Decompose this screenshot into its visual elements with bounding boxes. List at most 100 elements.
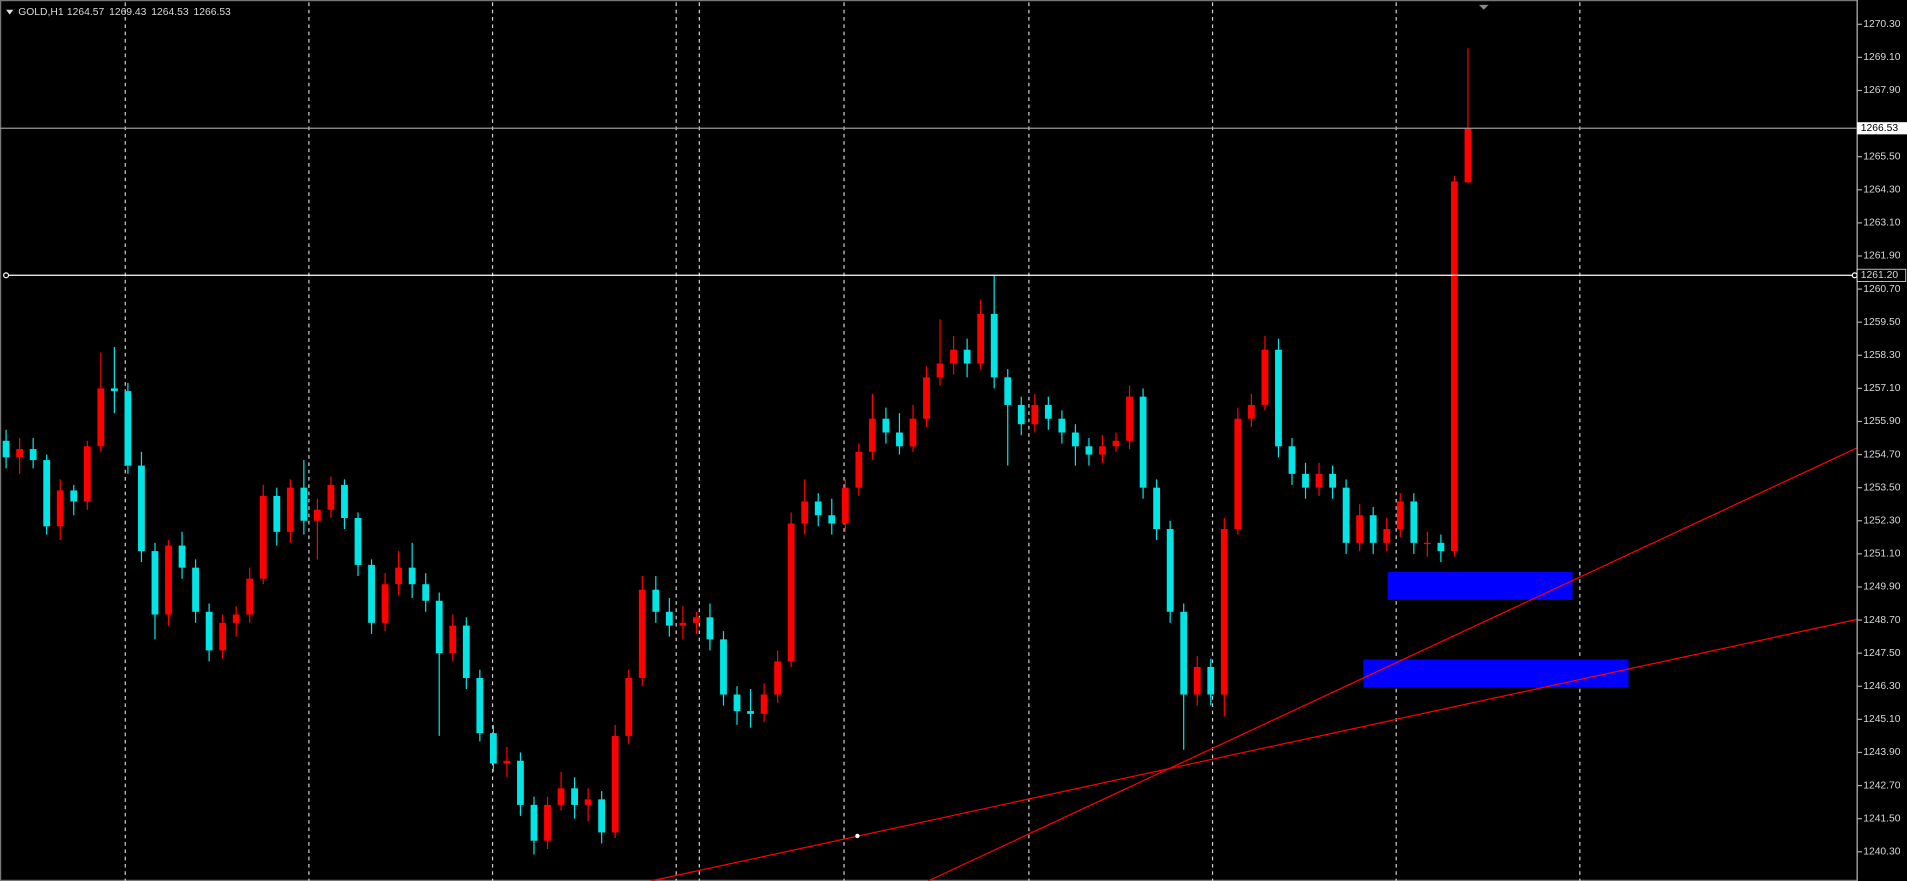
y-tick-label: 1263.10	[1863, 218, 1901, 229]
candle-body	[395, 567, 403, 585]
ohlc-header: 1264.57 1269.43 1264.53 1266.53	[67, 7, 231, 18]
candle-body	[1302, 473, 1309, 488]
candle-body	[43, 460, 51, 527]
candle-body	[1437, 542, 1445, 552]
shift-marker	[1478, 4, 1489, 10]
candle-body	[950, 349, 957, 364]
y-tick-label: 1245.10	[1863, 714, 1901, 725]
candle-body	[341, 484, 348, 519]
ohlc-value: 1266.53	[193, 7, 231, 18]
y-tick-label: 1254.70	[1863, 449, 1901, 460]
candle-body	[1410, 501, 1418, 543]
candle-body	[760, 694, 768, 714]
candle-body	[56, 490, 64, 527]
candle-body	[1234, 418, 1242, 530]
y-tick-label: 1265.50	[1863, 151, 1901, 162]
candle-body	[273, 495, 281, 532]
y-tick-label: 1270.30	[1863, 19, 1901, 30]
y-tick-label: 1243.90	[1863, 747, 1901, 758]
candle-body	[1004, 377, 1012, 405]
candle-body	[625, 677, 633, 736]
candle-body	[1193, 666, 1201, 695]
candle-body	[720, 639, 727, 695]
candle-body	[1369, 515, 1377, 543]
y-tick-label: 1269.10	[1863, 52, 1901, 63]
zone-rectangle[interactable]	[1387, 571, 1573, 600]
candle-body	[1396, 501, 1404, 530]
line-handle	[3, 272, 10, 279]
hline-label: 1261.20	[1861, 270, 1899, 281]
candle-body	[990, 313, 998, 378]
candle-body	[1031, 404, 1039, 425]
anchor-point	[855, 833, 860, 839]
y-tick-label: 1248.70	[1863, 615, 1901, 626]
candle-body	[693, 617, 700, 623]
candle-body	[151, 551, 159, 615]
trendline[interactable]	[927, 447, 1858, 881]
zone-rectangle[interactable]	[1363, 659, 1629, 688]
candle-body	[178, 545, 186, 568]
candle-body	[286, 487, 294, 532]
candle-body	[232, 614, 240, 623]
candle-body	[1126, 396, 1133, 441]
candle-body	[679, 622, 687, 626]
candle-body	[557, 788, 565, 805]
candle-body	[259, 495, 267, 579]
candle-body	[503, 760, 511, 764]
candle-body	[489, 733, 497, 764]
candle-body	[571, 788, 578, 805]
candle-body	[314, 509, 321, 521]
candle-body	[1085, 446, 1093, 455]
candle-body	[29, 449, 37, 461]
y-tick-label: 1255.90	[1863, 416, 1901, 427]
y-tick-label: 1257.10	[1863, 383, 1901, 394]
bid-label-box	[1857, 122, 1907, 135]
candle-body	[97, 388, 105, 447]
candle-body	[192, 567, 199, 612]
candle-body	[124, 391, 132, 466]
candle-body	[787, 523, 795, 662]
y-tick-label: 1247.50	[1863, 648, 1901, 659]
candle-body	[977, 313, 985, 364]
candle-body	[462, 625, 470, 678]
candle-body	[1044, 404, 1052, 419]
candle-body	[747, 711, 754, 714]
candle-body	[1058, 418, 1066, 433]
candle-body	[1166, 529, 1174, 612]
candle-body	[1451, 181, 1458, 552]
period-separators	[124, 2, 1581, 881]
y-tick-label: 1252.30	[1863, 515, 1901, 526]
candle-body	[219, 622, 227, 651]
candle-body	[300, 487, 308, 521]
candle-body	[435, 600, 443, 654]
candle-body	[530, 804, 538, 841]
y-tick-label: 1251.10	[1863, 549, 1901, 560]
candle-body	[896, 432, 903, 447]
candle-body	[449, 625, 457, 654]
y-tick-label: 1241.50	[1863, 813, 1901, 824]
candle-body	[1275, 349, 1282, 447]
candle-body	[1261, 349, 1269, 405]
candle-body	[706, 617, 714, 640]
candle-body	[1072, 432, 1079, 447]
candle-body	[1464, 128, 1472, 183]
candle-body	[1017, 404, 1025, 425]
y-tick-label: 1261.90	[1863, 251, 1901, 262]
candle-body	[882, 418, 890, 433]
candle-body	[354, 518, 362, 565]
candle-body	[1207, 666, 1215, 695]
candle-body	[1153, 487, 1161, 530]
y-tick-label: 1264.30	[1863, 185, 1901, 196]
candle-body	[1112, 440, 1120, 447]
y-tick-label: 1242.70	[1863, 780, 1901, 791]
candle-body	[774, 661, 782, 695]
candle-body	[138, 465, 145, 552]
ohlc-value: 1264.57	[67, 7, 105, 18]
symbol-title: GOLD,H1	[18, 7, 64, 18]
y-tick-label: 1249.90	[1863, 582, 1901, 593]
y-tick-label: 1267.90	[1863, 85, 1901, 96]
candle-body	[381, 584, 389, 623]
trendline[interactable]	[650, 618, 1858, 881]
candle-body	[476, 677, 484, 734]
